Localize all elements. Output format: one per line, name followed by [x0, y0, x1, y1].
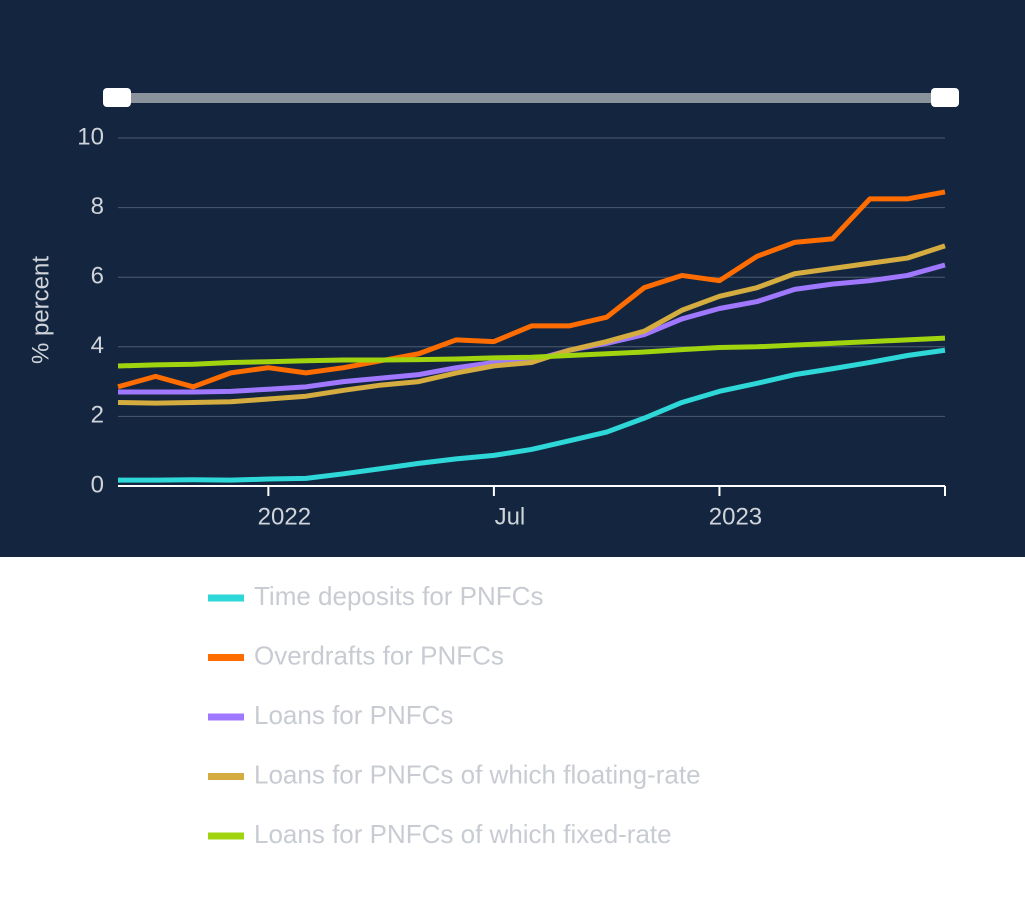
y-tick-label: 0: [91, 471, 104, 498]
series-line: [117, 243, 946, 406]
x-tick-label: 2022: [258, 503, 311, 530]
legend-label: Loans for PNFCs of which floating-rate: [254, 759, 701, 789]
y-tick-label: 4: [91, 332, 104, 359]
slider-handle-right[interactable]: [931, 88, 959, 107]
legend-label: Loans for PNFCs: [254, 700, 453, 730]
x-tick-label: 2023: [709, 503, 762, 530]
range-slider[interactable]: [118, 93, 945, 103]
plot-background: [0, 0, 1025, 557]
y-tick-label: 8: [91, 193, 104, 220]
slider-handle-left[interactable]: [103, 88, 131, 107]
y-tick-label: 10: [77, 123, 104, 150]
series-line: [117, 335, 946, 369]
series-line: [117, 189, 946, 390]
legend-label: Loans for PNFCs of which fixed-rate: [254, 819, 672, 849]
legend-label: Time deposits for PNFCs: [254, 581, 543, 611]
y-tick-label: 2: [91, 402, 104, 429]
series-line: [118, 347, 946, 483]
y-axis-label: % percent: [27, 256, 54, 364]
x-tick-label: Jul: [495, 503, 526, 530]
y-tick-label: 6: [91, 263, 104, 290]
legend-label: Overdrafts for PNFCs: [254, 640, 504, 670]
